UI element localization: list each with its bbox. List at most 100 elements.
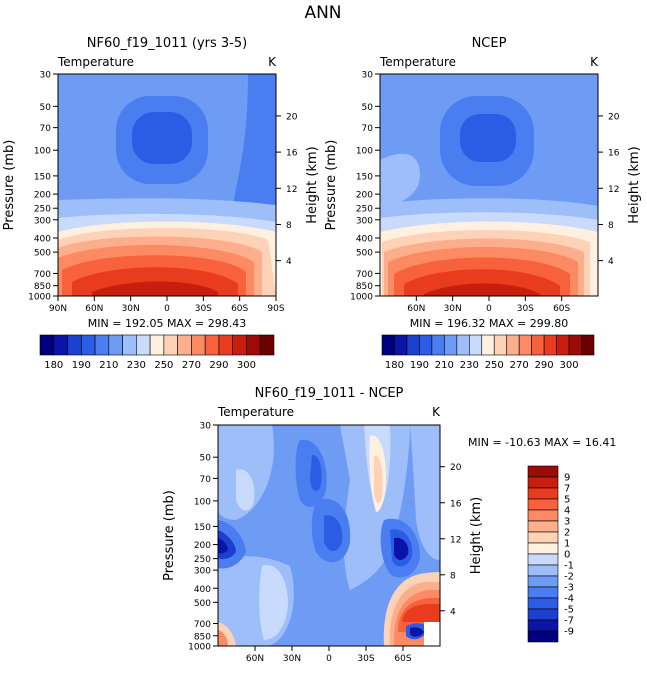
colorbar-swatch: [419, 334, 433, 356]
axes: 3050701001502002503004005007008501000201…: [2, 71, 320, 315]
y-tick-label: 70: [362, 124, 374, 134]
variable-label: Temperature: [57, 55, 134, 69]
colorbar-swatch: [527, 542, 559, 555]
right-tick-label: 16: [608, 149, 620, 159]
right-tick-label: 16: [286, 149, 298, 159]
colorbar-label: -2: [564, 572, 574, 583]
y-tick-label: 200: [356, 191, 373, 201]
right-tick-label: 4: [608, 257, 614, 267]
y-tick-label: 150: [194, 523, 211, 533]
colorbar-swatch: [527, 476, 559, 489]
right-tick-label: 12: [286, 185, 297, 195]
x-tick-label: 60N: [407, 304, 425, 314]
colorbar-swatch: [406, 334, 420, 356]
stats-label: MIN = 192.05 MAX = 298.43: [88, 317, 246, 330]
colorbar-swatch: [163, 334, 178, 356]
colorbar-label: 7: [564, 484, 570, 495]
colorbar-swatch: [259, 334, 275, 356]
variable-label: Temperature: [379, 55, 456, 69]
y-tick-label: 300: [34, 216, 51, 226]
x-tick-label: 30N: [122, 304, 140, 314]
y-tick-label: 250: [34, 205, 51, 215]
colorbar-label: 230: [460, 360, 479, 371]
colorbar-label: 180: [44, 360, 63, 371]
y-tick-label: 700: [34, 270, 51, 280]
y-tick-label: 300: [356, 216, 373, 226]
x-tick-label: 0: [164, 304, 170, 314]
panel-model: NF60_f19_1011 (yrs 3-5) Temperature K 30…: [2, 36, 320, 371]
colorbar-label: -7: [564, 616, 574, 627]
contour-field: [58, 74, 276, 296]
y-tick-label: 30: [362, 71, 374, 81]
colorbar-swatch: [232, 334, 247, 356]
y-tick-label: 150: [356, 172, 373, 182]
colorbar-swatch: [108, 334, 123, 356]
right-tick-label: 4: [286, 257, 292, 267]
colorbar-swatch: [67, 334, 82, 356]
y-tick-label: 700: [356, 270, 373, 280]
colorbar-swatch: [506, 334, 520, 356]
axes: 3050701001502002503004005007008501000201…: [162, 422, 484, 665]
colorbar-label: 270: [510, 360, 529, 371]
colorbar-label: 270: [182, 360, 201, 371]
units-label: K: [268, 55, 277, 69]
panel-difference: NF60_f19_1011 - NCEP Temperature K: [162, 386, 616, 664]
x-tick-label: 90N: [49, 304, 67, 314]
x-tick-label: 30S: [517, 304, 534, 314]
right-tick-label: 8: [608, 221, 614, 231]
stats-label: MIN = 196.32 MAX = 299.80: [410, 317, 568, 330]
y-tick-label: 100: [194, 497, 211, 507]
colorbar-label: 300: [560, 360, 579, 371]
right-tick-label: 20: [286, 112, 298, 122]
colorbar-swatch: [177, 334, 192, 356]
colorbar-swatch: [527, 597, 559, 610]
colorbar-swatch: [527, 531, 559, 544]
colorbar-swatch: [246, 334, 261, 356]
colorbar: 180 190 210 230 250 270 290 300: [39, 334, 275, 371]
colorbar-label: 190: [72, 360, 91, 371]
right-axis-title: Height (km): [305, 146, 320, 223]
x-tick-label: 60S: [394, 654, 411, 664]
colorbar-swatch: [527, 630, 559, 643]
panel-title: NF60_f19_1011 (yrs 3-5): [87, 36, 247, 51]
colorbar-swatch: [527, 564, 559, 577]
y-tick-label: 1000: [188, 643, 211, 653]
x-tick-label: 90S: [267, 304, 284, 314]
colorbar-label: 0: [564, 550, 570, 561]
colorbar-swatch: [53, 334, 68, 356]
right-tick-label: 12: [450, 535, 461, 545]
y-tick-label: 200: [34, 191, 51, 201]
x-tick-label: 30N: [283, 654, 301, 664]
colorbar-swatch: [518, 334, 532, 356]
y-tick-label: 30: [200, 422, 212, 432]
colorbar-swatch: [527, 608, 559, 621]
colorbar-label: 4: [564, 506, 570, 517]
panel-title: NF60_f19_1011 - NCEP: [255, 386, 404, 401]
colorbar-label: 290: [535, 360, 554, 371]
y-tick-label: 400: [34, 234, 51, 244]
y-tick-label: 100: [356, 147, 373, 157]
variable-label: Temperature: [217, 405, 294, 419]
colorbar-swatch: [94, 334, 110, 356]
colorbar-swatch: [527, 520, 559, 533]
colorbar-swatch: [568, 334, 582, 356]
colorbar-swatch: [39, 334, 55, 356]
right-tick-label: 20: [450, 463, 462, 473]
colorbar-swatch: [191, 334, 206, 356]
units-label: K: [590, 55, 599, 69]
right-tick-label: 8: [450, 571, 456, 581]
colorbar-swatch: [444, 334, 458, 356]
colorbar-swatch: [204, 334, 220, 356]
y-tick-label: 100: [34, 147, 51, 157]
colorbar-label: 1: [564, 539, 570, 550]
x-tick-label: 30S: [357, 654, 374, 664]
colorbar-swatch: [80, 334, 96, 356]
colorbar-swatch: [531, 334, 545, 356]
x-tick-label: 60N: [85, 304, 103, 314]
colorbar-label: 180: [385, 360, 404, 371]
right-axis-title: Height (km): [469, 497, 484, 574]
y-tick-label: 1000: [350, 293, 373, 303]
colorbar-swatch: [556, 334, 570, 356]
y-tick-label: 250: [194, 555, 211, 565]
